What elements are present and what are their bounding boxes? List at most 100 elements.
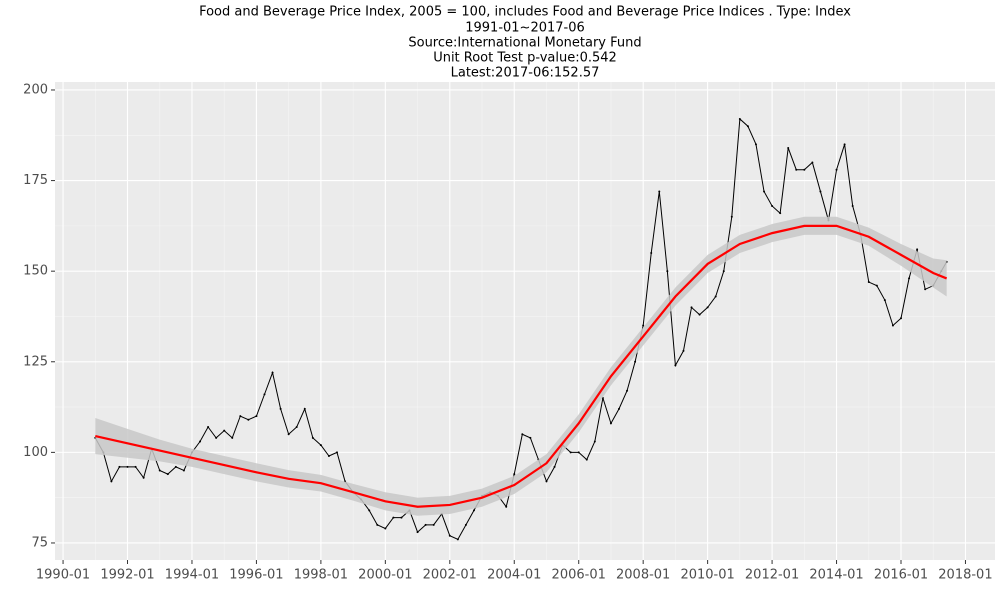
data-point [327,454,330,457]
data-point [376,523,379,526]
data-point [585,458,588,461]
data-point [577,451,580,454]
data-point [336,451,338,454]
panel [55,82,995,560]
data-point [722,270,725,273]
data-point [714,295,717,298]
data-point [763,190,766,193]
data-point [271,371,274,374]
data-point [851,204,854,207]
data-point [787,146,790,149]
x-tick-label: 1992-01 [100,568,154,583]
data-point [142,476,145,479]
data-point [875,284,878,287]
data-point [529,436,532,439]
y-tick-label: 175 [23,173,48,188]
data-point [199,440,202,443]
data-point [738,117,741,120]
data-point [416,531,419,534]
x-tick-label: 2014-01 [809,568,863,583]
data-point [247,418,250,421]
data-point [916,248,919,251]
chart-title: Food and Beverage Price Index, 2005 = 10… [199,5,851,20]
data-point [279,407,282,410]
x-tick-label: 1994-01 [165,568,219,583]
data-point [287,433,290,436]
x-tick-label: 2012-01 [745,568,799,583]
data-point [231,436,234,439]
x-tick-label: 1998-01 [294,568,348,583]
data-point [658,190,661,193]
data-point [891,324,894,327]
data-point [746,125,749,128]
data-point [771,204,774,207]
data-point [642,324,645,327]
chart-subtitle: Unit Root Test p-value:0.542 [433,51,617,66]
data-point [803,168,806,171]
y-tick-label: 200 [23,82,48,97]
data-point [835,168,838,171]
x-tick-label: 2018-01 [938,568,992,583]
data-point [924,288,927,291]
data-point [311,436,314,439]
data-point [464,523,467,526]
data-point [593,440,596,443]
data-point [456,538,459,541]
data-point [126,465,129,468]
x-tick-label: 2008-01 [616,568,670,583]
x-tick-label: 1990-01 [36,568,90,583]
data-point [553,465,556,468]
data-point [609,422,612,425]
data-point [754,143,757,146]
smooth-line [95,224,948,508]
data-point [706,306,709,309]
data-point [666,270,669,273]
data-point [811,161,814,164]
data-point [166,473,169,476]
data-point [319,444,322,447]
data-point [118,465,121,468]
data-point [819,190,822,193]
data-point [182,469,185,472]
data-point [263,393,266,396]
data-point [472,509,475,512]
x-tick-label: 2004-01 [487,568,541,583]
data-point [207,426,210,429]
data-point [368,509,371,512]
data-point [174,465,177,468]
data-point [505,505,508,508]
data-point [883,299,886,302]
data-point [674,364,677,367]
x-tick-label: 1996-01 [229,568,283,583]
y-tick-label: 75 [31,535,48,550]
data-point [432,523,435,526]
data-point [400,516,403,519]
x-tick-label: 2002-01 [423,568,477,583]
y-tick-label: 150 [23,264,48,279]
data-point [295,426,298,429]
data-point [215,436,218,439]
x-tick-label: 2006-01 [552,568,606,583]
data-point [448,534,451,537]
x-tick-label: 2010-01 [680,568,734,583]
data-point [779,212,782,215]
data-point [513,473,516,476]
x-tick-label: 2000-01 [358,568,412,583]
data-point [392,516,395,519]
data-point [545,480,548,483]
data-point [908,277,911,280]
data-point [843,143,846,146]
data-point [795,168,798,171]
chart-subtitle: 1991-01~2017-06 [465,21,585,36]
data-point [867,281,870,284]
data-point [424,523,427,526]
y-tick-label: 100 [23,445,48,460]
data-point [682,349,685,352]
data-point [223,429,226,432]
data-point [698,313,701,316]
data-point [618,407,620,410]
data-point [900,317,902,320]
y-tick-label: 125 [23,354,48,369]
data-point [569,451,572,454]
